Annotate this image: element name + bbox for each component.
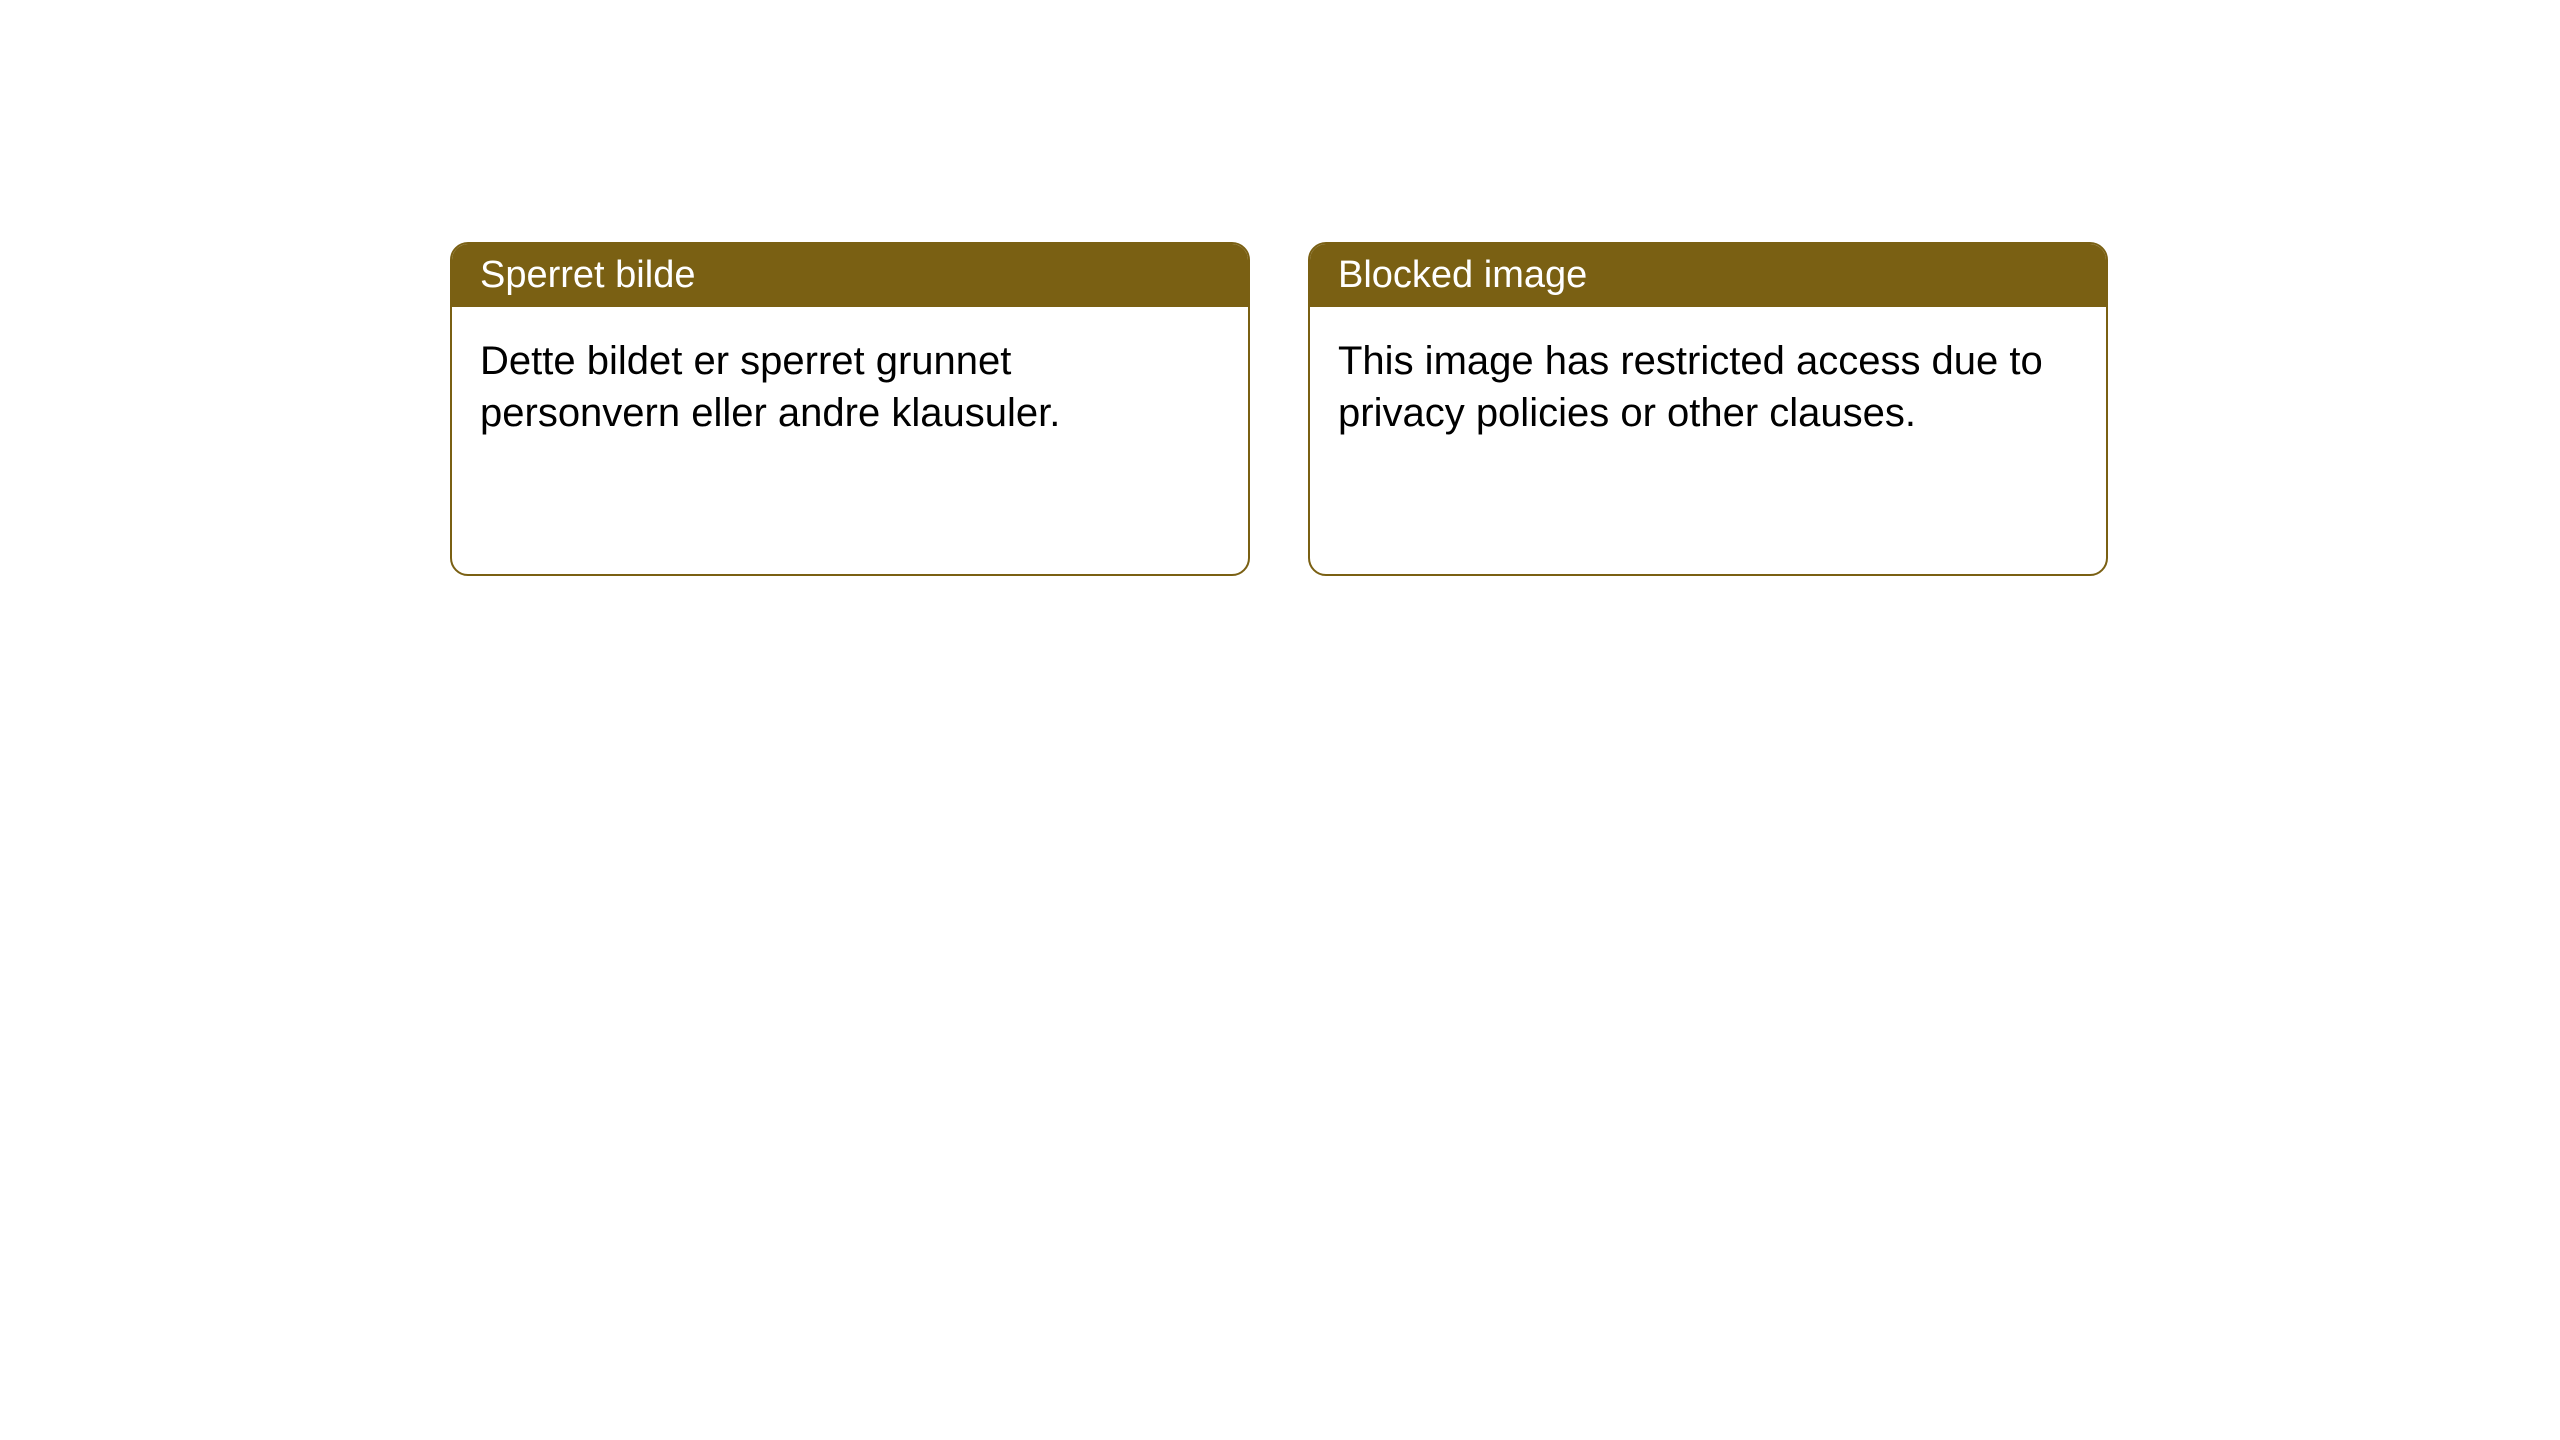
notice-card-english: Blocked image This image has restricted … bbox=[1308, 242, 2108, 576]
notice-body-english: This image has restricted access due to … bbox=[1310, 307, 2106, 467]
notice-card-norwegian: Sperret bilde Dette bildet er sperret gr… bbox=[450, 242, 1250, 576]
notice-header-norwegian: Sperret bilde bbox=[452, 244, 1248, 307]
notice-body-norwegian: Dette bildet er sperret grunnet personve… bbox=[452, 307, 1248, 467]
notice-header-english: Blocked image bbox=[1310, 244, 2106, 307]
notice-container: Sperret bilde Dette bildet er sperret gr… bbox=[450, 242, 2108, 576]
